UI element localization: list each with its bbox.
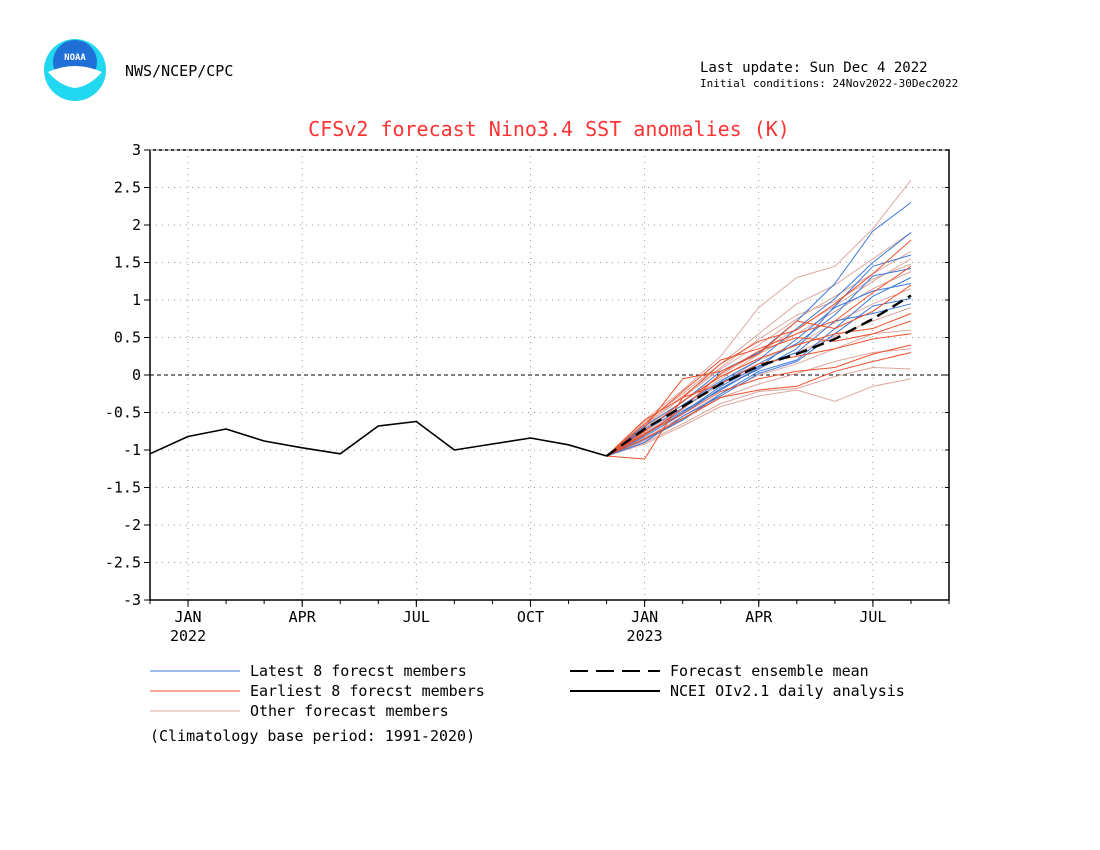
y-tick-label: -2 bbox=[123, 516, 141, 534]
latest-member-line bbox=[606, 277, 912, 457]
x-tick-label: APR bbox=[745, 608, 773, 626]
latest-member-line bbox=[606, 298, 912, 457]
earliest-member-line bbox=[606, 284, 912, 457]
x-tick-label: OCT bbox=[517, 608, 544, 626]
earliest-member-line bbox=[606, 333, 912, 460]
noaa-logo: NOAA bbox=[44, 39, 106, 101]
x-tick-label: JAN bbox=[175, 608, 202, 626]
chart-title: CFSv2 forecast Nino3.4 SST anomalies (K) bbox=[308, 117, 790, 141]
climatology-note: (Climatology base period: 1991-2020) bbox=[150, 727, 475, 745]
other-member-line bbox=[606, 329, 912, 457]
latest-member-line bbox=[606, 254, 912, 457]
y-tick-label: 1.5 bbox=[114, 254, 141, 272]
analysis-line bbox=[149, 420, 607, 457]
plot-area: -3-2.5-2-1.5-1-0.500.511.522.53 JAN2022A… bbox=[105, 141, 950, 645]
y-tick-label: 2.5 bbox=[114, 179, 141, 197]
other-member-line bbox=[606, 179, 912, 457]
earliest-member-line bbox=[606, 320, 912, 457]
x-tick-label: JAN bbox=[631, 608, 658, 626]
y-tick-label: 0.5 bbox=[114, 329, 141, 347]
legend-label-analysis: NCEI OIv2.1 daily analysis bbox=[670, 682, 905, 700]
earliest-member-line bbox=[606, 352, 912, 457]
ensemble-mean-layer bbox=[605, 294, 912, 457]
y-tick-label: -3 bbox=[123, 591, 141, 609]
x-tick-year-label: 2022 bbox=[170, 627, 206, 645]
y-tick-label: 1 bbox=[132, 291, 141, 309]
y-tick-label: 0 bbox=[132, 366, 141, 384]
noaa-logo-bird bbox=[48, 66, 102, 88]
x-tick-label: JUL bbox=[403, 608, 430, 626]
legend: Latest 8 forecst members Earliest 8 fore… bbox=[150, 662, 905, 720]
legend-label-other: Other forecast members bbox=[250, 702, 449, 720]
other-member-line bbox=[606, 250, 912, 457]
legend-label-ensemble-mean: Forecast ensemble mean bbox=[670, 662, 869, 680]
y-tick-label: -1.5 bbox=[105, 479, 141, 497]
x-tick-label: APR bbox=[289, 608, 317, 626]
earliest-member-line bbox=[606, 265, 912, 457]
x-tick-label: JUL bbox=[859, 608, 886, 626]
last-update-label: Last update: Sun Dec 4 2022 bbox=[700, 60, 928, 76]
ensemble-mean-line bbox=[605, 294, 912, 457]
x-tick-year-label: 2023 bbox=[627, 627, 663, 645]
latest-member-line bbox=[606, 202, 912, 457]
y-tick-label: 2 bbox=[132, 216, 141, 234]
legend-label-latest: Latest 8 forecst members bbox=[250, 662, 467, 680]
y-tick-label: -1 bbox=[123, 441, 141, 459]
other-member-line bbox=[606, 367, 912, 457]
y-tick-label: -0.5 bbox=[105, 404, 141, 422]
earliest-members-layer bbox=[606, 239, 912, 460]
analysis-layer bbox=[149, 420, 607, 457]
y-tick-label: 3 bbox=[132, 141, 141, 159]
noaa-logo-text: NOAA bbox=[64, 53, 86, 63]
agency-label: NWS/NCEP/CPC bbox=[125, 62, 233, 80]
y-axis: -3 -2.5 -2 -1.5 -1 -0.5 0 0.5 1 1.5 2 2.5 3 bbox=[105, 141, 949, 609]
other-member-line bbox=[606, 263, 912, 457]
initial-conditions-label: Initial conditions: 24Nov2022-30Dec2022 bbox=[700, 77, 958, 90]
earliest-member-line bbox=[606, 344, 912, 457]
legend-label-earliest: Earliest 8 forecst members bbox=[250, 682, 485, 700]
y-tick-label: -2.5 bbox=[105, 554, 141, 572]
